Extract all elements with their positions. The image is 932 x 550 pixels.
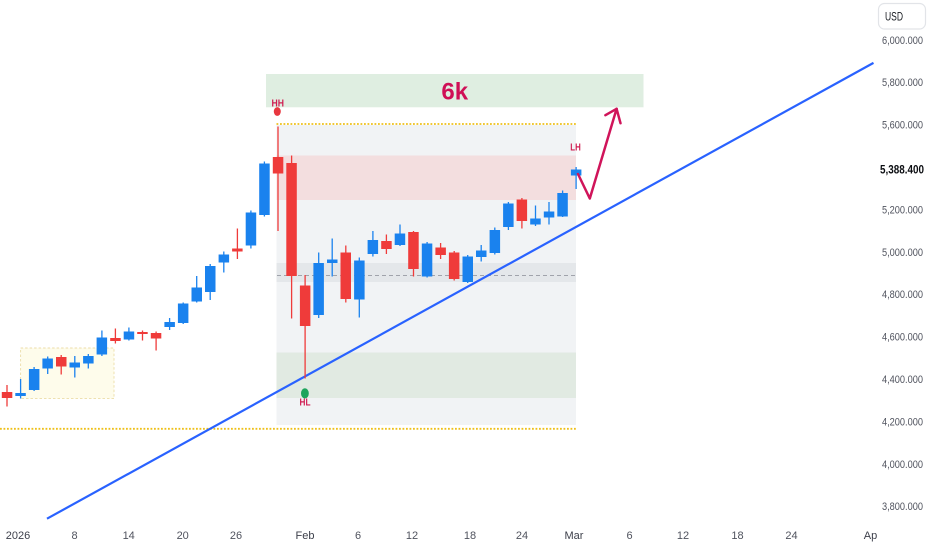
svg-text:5,000.000: 5,000.000: [882, 247, 923, 259]
svg-text:4,400.000: 4,400.000: [882, 374, 923, 386]
svg-text:2026: 2026: [6, 530, 30, 542]
svg-text:12: 12: [406, 530, 418, 542]
svg-text:6,000.000: 6,000.000: [882, 35, 923, 47]
svg-text:6: 6: [355, 530, 361, 542]
svg-text:8: 8: [71, 530, 77, 542]
svg-text:4,600.000: 4,600.000: [882, 332, 923, 344]
svg-text:24: 24: [516, 530, 528, 542]
svg-text:USD: USD: [885, 10, 903, 24]
svg-text:24: 24: [785, 530, 797, 542]
svg-text:26: 26: [230, 530, 242, 542]
svg-text:5,800.000: 5,800.000: [882, 77, 923, 89]
svg-text:4,000.000: 4,000.000: [882, 459, 923, 471]
svg-text:6k: 6k: [441, 79, 468, 106]
svg-text:4,800.000: 4,800.000: [882, 289, 923, 301]
svg-text:HL: HL: [300, 397, 311, 409]
svg-text:HH: HH: [272, 98, 285, 110]
svg-text:12: 12: [677, 530, 689, 542]
svg-text:Ap: Ap: [864, 530, 877, 542]
svg-text:Feb: Feb: [296, 530, 315, 542]
svg-text:Mar: Mar: [565, 530, 584, 542]
svg-text:14: 14: [123, 530, 135, 542]
svg-text:6: 6: [626, 530, 632, 542]
svg-text:5,600.000: 5,600.000: [882, 120, 923, 132]
svg-text:4,200.000: 4,200.000: [882, 416, 923, 428]
svg-text:LH: LH: [570, 142, 581, 154]
svg-text:20: 20: [177, 530, 189, 542]
svg-text:5,388.400: 5,388.400: [880, 165, 924, 177]
svg-text:3,800.000: 3,800.000: [882, 501, 923, 513]
svg-text:18: 18: [731, 530, 743, 542]
svg-text:5,200.000: 5,200.000: [882, 204, 923, 216]
svg-text:18: 18: [464, 530, 476, 542]
